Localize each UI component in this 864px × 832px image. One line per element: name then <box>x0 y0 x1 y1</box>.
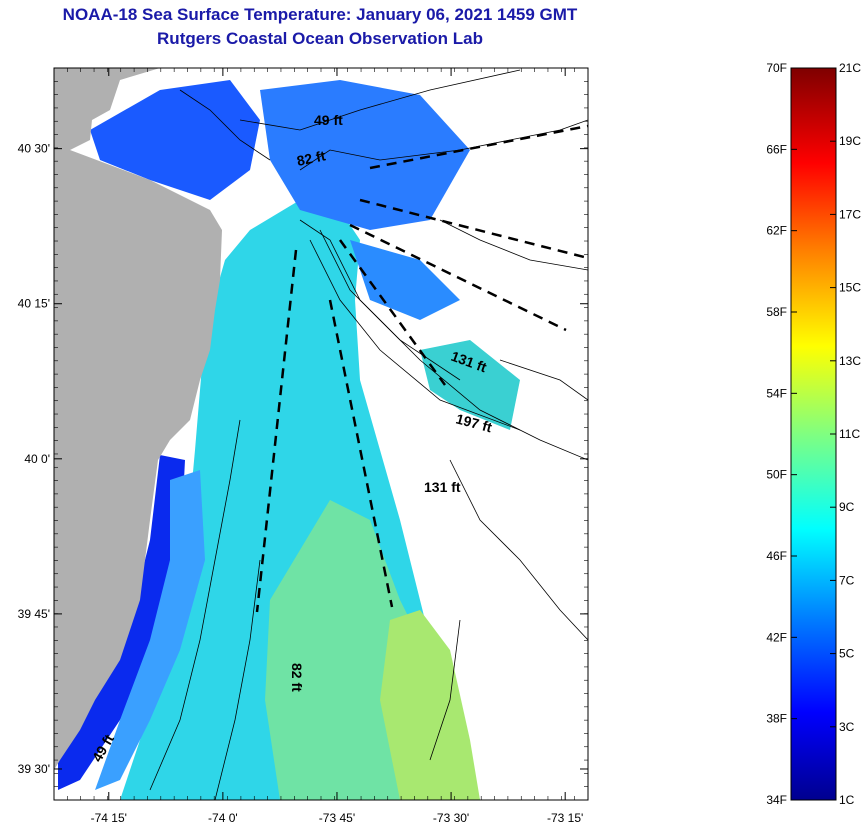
colorbar-f-label: 38F <box>766 712 787 726</box>
colorbar-c-label: 9C <box>839 500 855 514</box>
map-axes: 40 30' 40 15' 40 0' 39 45' 39 30' -74 15' -74 … <box>18 67 588 825</box>
lon-tick-label: -73 45' <box>319 811 355 825</box>
sst-nearshore-blue <box>90 80 260 200</box>
sst-nearshore-blue-2 <box>260 80 470 230</box>
colorbar-f-label: 42F <box>766 630 787 644</box>
lon-tick-label: -74 0' <box>208 811 238 825</box>
sst-field-yellowgreen <box>380 610 480 800</box>
colorbar-c-label: 17C <box>839 207 861 221</box>
colorbar-c-label: 7C <box>839 573 855 587</box>
colorbar-f-label: 70F <box>766 61 787 75</box>
lon-tick-label: -74 15' <box>91 811 127 825</box>
colorbar-c-label: 11C <box>839 427 860 441</box>
lat-tick-label: 40 15' <box>18 297 50 311</box>
map-title: NOAA-18 Sea Surface Temperature: January… <box>62 5 578 24</box>
colorbar-f-label: 66F <box>766 142 787 156</box>
sst-coastal-strip-2 <box>95 470 205 790</box>
colorbar-c-label: 1C <box>839 793 855 807</box>
colorbar-labels: 70F 66F 62F 58F 54F 50F 46F 42F 38F 34F 21C 19C 17C 1… <box>766 61 861 807</box>
colorbar-c-label: 19C <box>839 134 861 148</box>
depth-label-131-south: 131 ft <box>424 479 461 495</box>
colorbar-f-label: 62F <box>766 224 787 238</box>
depth-label-82-north: 82 ft <box>295 147 327 169</box>
colorbar-c-label: 21C <box>839 61 861 75</box>
shipping-lanes <box>255 124 588 613</box>
depth-label-49-north: 49 ft <box>314 112 343 128</box>
depth-label-82-south: 82 ft <box>289 663 305 692</box>
colorbar <box>790 67 837 801</box>
lat-tick-label: 40 0' <box>24 452 50 466</box>
lon-tick-label: -73 15' <box>547 811 583 825</box>
colorbar-f-label: 54F <box>766 386 787 400</box>
map-subtitle: Rutgers Coastal Ocean Observation Lab <box>157 29 483 48</box>
lat-tick-label: 40 30' <box>18 142 50 156</box>
lat-tick-label: 39 45' <box>18 607 50 621</box>
sst-field-teal <box>420 340 520 430</box>
colorbar-c-label: 13C <box>839 354 861 368</box>
lon-tick-label: -73 30' <box>433 811 469 825</box>
colorbar-f-label: 50F <box>766 468 787 482</box>
colorbar-c-label: 5C <box>839 647 855 661</box>
colorbar-f-label: 58F <box>766 305 787 319</box>
colorbar-c-label: 3C <box>839 720 855 734</box>
colorbar-f-label: 46F <box>766 549 787 563</box>
colorbar-f-label: 34F <box>766 793 787 807</box>
sst-nearshore-blue-3 <box>350 240 460 320</box>
bathymetry-contours <box>149 69 588 800</box>
lat-tick-label: 39 30' <box>18 762 50 776</box>
land-mass <box>54 68 222 770</box>
colorbar-c-label: 15C <box>839 281 861 295</box>
